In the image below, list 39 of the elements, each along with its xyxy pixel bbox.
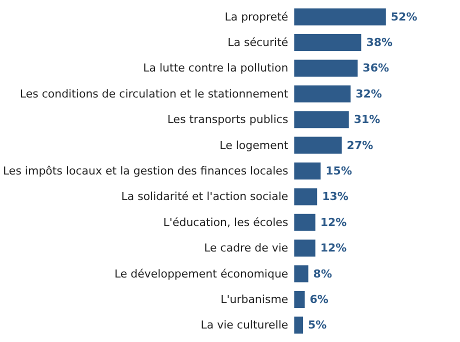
bar xyxy=(294,60,358,77)
bar xyxy=(294,34,362,52)
y-tick-label: La lutte contre la pollution xyxy=(143,62,288,75)
data-label: 12% xyxy=(320,242,347,255)
data-label: 32% xyxy=(356,87,382,100)
data-label: 31% xyxy=(354,113,380,126)
bar xyxy=(294,136,342,154)
bar xyxy=(294,265,308,282)
y-tick-label: Les transports publics xyxy=(167,113,288,126)
data-label: 38% xyxy=(366,36,393,50)
data-label: 15% xyxy=(326,164,352,178)
y-tick-label: Le développement économique xyxy=(114,267,288,280)
bar xyxy=(294,111,349,128)
bar xyxy=(294,8,386,26)
y-tick-label: Les conditions de circulation et le stationnement xyxy=(20,87,289,100)
bar xyxy=(294,240,316,257)
y-tick-label: Le logement xyxy=(220,138,289,152)
data-label: 27% xyxy=(346,138,374,152)
bar xyxy=(294,316,304,334)
data-label: 5% xyxy=(308,318,327,332)
data-label: 6% xyxy=(310,292,328,306)
y-tick-label: La sécurité xyxy=(228,36,288,50)
y-tick-label: Les impôts locaux et la gestion des finances locales xyxy=(2,164,288,178)
y-tick-label: La propreté xyxy=(224,10,288,24)
bar xyxy=(294,214,316,231)
y-tick-label: L'éducation, les écoles xyxy=(163,216,288,229)
data-label: 13% xyxy=(322,190,348,204)
data-label: 8% xyxy=(313,267,332,280)
data-label: 36% xyxy=(362,62,390,75)
y-tick-label: L'urbanisme xyxy=(220,292,288,306)
bar xyxy=(294,290,305,308)
bar xyxy=(294,85,351,102)
data-label: 12% xyxy=(320,216,347,229)
bar xyxy=(294,188,318,206)
y-tick-label: La solidarité et l'action sociale xyxy=(121,190,288,204)
y-tick-label: Le cadre de vie xyxy=(204,242,288,255)
bar xyxy=(294,162,321,180)
y-tick-label: La vie culturelle xyxy=(200,318,288,332)
data-label: 52% xyxy=(390,10,418,24)
